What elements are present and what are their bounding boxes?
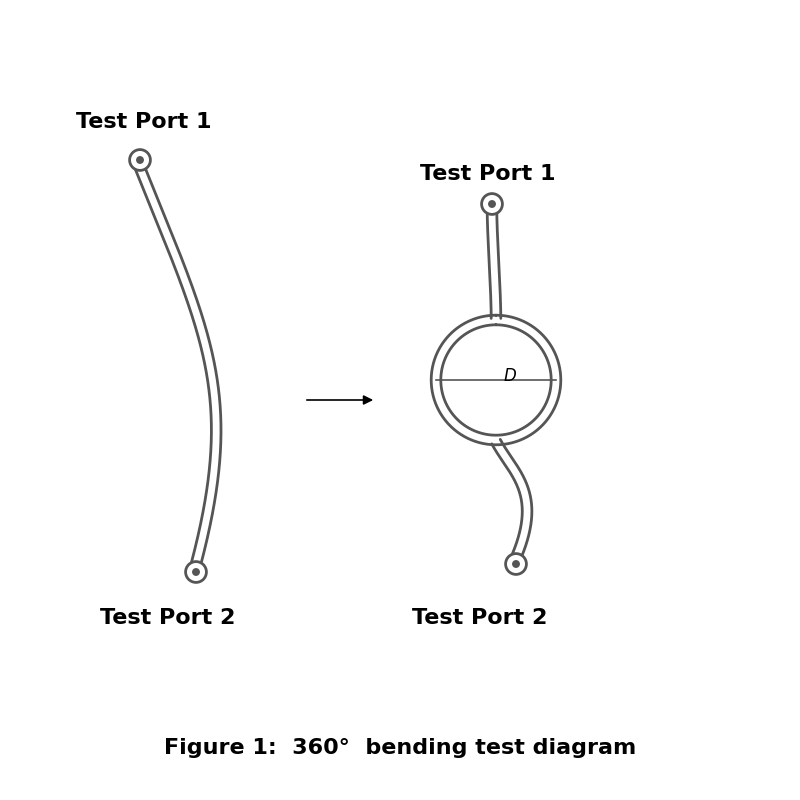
- Circle shape: [488, 200, 496, 208]
- Text: Figure 1:  360°  bending test diagram: Figure 1: 360° bending test diagram: [164, 738, 636, 758]
- Circle shape: [136, 156, 144, 164]
- Circle shape: [130, 150, 150, 170]
- Text: Test Port 1: Test Port 1: [76, 112, 211, 132]
- Text: Test Port 2: Test Port 2: [412, 608, 547, 628]
- Text: Test Port 1: Test Port 1: [420, 164, 555, 184]
- Circle shape: [186, 562, 206, 582]
- Text: D: D: [504, 367, 517, 385]
- Circle shape: [512, 560, 520, 568]
- Text: Test Port 2: Test Port 2: [100, 608, 235, 628]
- Circle shape: [506, 554, 526, 574]
- Circle shape: [192, 568, 200, 576]
- Circle shape: [482, 194, 502, 214]
